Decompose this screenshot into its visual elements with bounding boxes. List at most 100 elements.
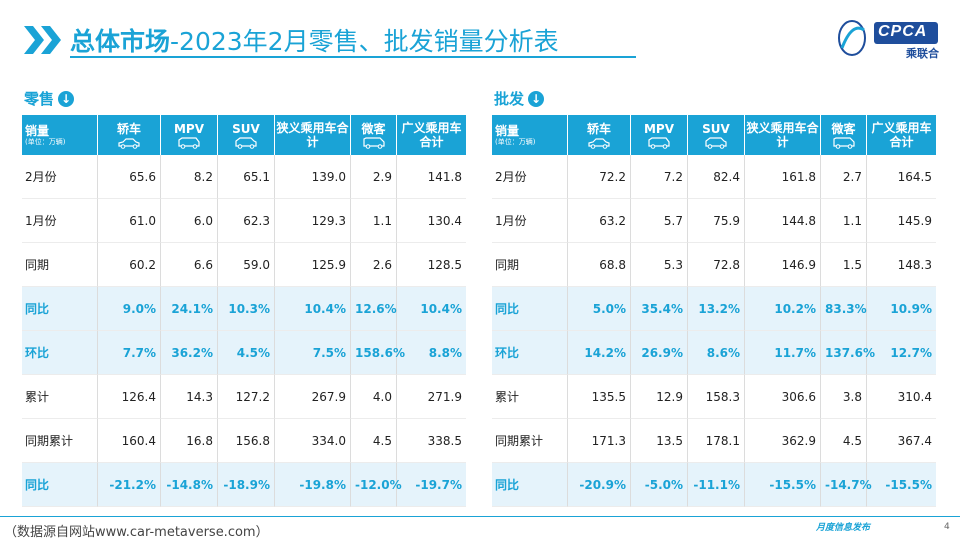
row-label: 同期累计 bbox=[492, 419, 568, 463]
table-row: 同比 5.0% 35.4% 13.2% 10.2% 83.3% 10.9% bbox=[492, 287, 936, 331]
column-header: 轿车 bbox=[98, 115, 161, 155]
table-cell: -19.8% bbox=[275, 463, 351, 507]
column-header: 轿车 bbox=[568, 115, 631, 155]
minivan-icon bbox=[832, 136, 855, 149]
table-cell: 5.3 bbox=[631, 243, 688, 287]
column-header: 微客 bbox=[351, 115, 397, 155]
table-cell: 267.9 bbox=[275, 375, 351, 419]
table-cell: 24.1% bbox=[161, 287, 218, 331]
table-cell: 75.9 bbox=[688, 199, 745, 243]
table-cell: 72.8 bbox=[688, 243, 745, 287]
table-row: 同期累计 171.3 13.5 178.1 362.9 4.5 367.4 bbox=[492, 419, 936, 463]
row-label: 同期 bbox=[492, 243, 568, 287]
row-label: 1月份 bbox=[492, 199, 568, 243]
table-cell: 6.6 bbox=[161, 243, 218, 287]
table-cell: 72.2 bbox=[568, 155, 631, 199]
table-row: 环比 7.7% 36.2% 4.5% 7.5% 158.6% 8.8% bbox=[22, 331, 466, 375]
column-header-label: 销量 bbox=[25, 123, 50, 138]
table-cell: 126.4 bbox=[98, 375, 161, 419]
table-cell: 4.0 bbox=[351, 375, 397, 419]
table-row: 同期累计 160.4 16.8 156.8 334.0 4.5 338.5 bbox=[22, 419, 466, 463]
mpv-car-icon bbox=[648, 136, 670, 149]
row-label: 同期累计 bbox=[22, 419, 98, 463]
table-cell: 362.9 bbox=[745, 419, 821, 463]
table-row: 1月份 61.0 6.0 62.3 129.3 1.1 130.4 bbox=[22, 199, 466, 243]
table-cell: 61.0 bbox=[98, 199, 161, 243]
table-cell: 10.3% bbox=[218, 287, 275, 331]
table-cell: 8.6% bbox=[688, 331, 745, 375]
table-cell: 11.7% bbox=[745, 331, 821, 375]
column-header-label: 狭义乘用车合计 bbox=[276, 121, 349, 149]
row-label: 环比 bbox=[492, 331, 568, 375]
column-header-label: 广义乘用车合计 bbox=[401, 121, 462, 149]
table-cell: 7.7% bbox=[98, 331, 161, 375]
table-cell: 2.9 bbox=[351, 155, 397, 199]
table-cell: 338.5 bbox=[397, 419, 466, 463]
wholesale-label-text: 批发 bbox=[494, 90, 525, 108]
table-header-row: 销量 (单位：万辆) 轿车 MPV SUV 狭义乘用车合计 微客 广义乘用车合计 bbox=[22, 115, 466, 155]
table-cell: 4.5% bbox=[218, 331, 275, 375]
footer-divider bbox=[0, 516, 960, 517]
table-row: 同比 9.0% 24.1% 10.3% 10.4% 12.6% 10.4% bbox=[22, 287, 466, 331]
column-header: 微客 bbox=[821, 115, 867, 155]
column-header-label: 微客 bbox=[831, 121, 856, 136]
minivan-icon bbox=[362, 136, 385, 149]
down-arrow-circle-icon: ↓ bbox=[58, 90, 75, 107]
table-cell: 1.1 bbox=[351, 199, 397, 243]
unit-note: (单位：万辆) bbox=[495, 137, 536, 146]
column-header: 广义乘用车合计 bbox=[867, 115, 936, 155]
table-cell: 161.8 bbox=[745, 155, 821, 199]
table-cell: 14.2% bbox=[568, 331, 631, 375]
down-arrow-circle-icon: ↓ bbox=[528, 90, 545, 107]
table-cell: 7.5% bbox=[275, 331, 351, 375]
table-row: 2月份 65.6 8.2 65.1 139.0 2.9 141.8 bbox=[22, 155, 466, 199]
sedan-car-icon bbox=[588, 137, 610, 149]
table-cell: 65.6 bbox=[98, 155, 161, 199]
table-cell: 26.9% bbox=[631, 331, 688, 375]
row-label: 同期 bbox=[22, 243, 98, 287]
table-cell: 141.8 bbox=[397, 155, 466, 199]
page-number: 4 bbox=[944, 522, 950, 532]
table-cell: 145.9 bbox=[867, 199, 936, 243]
column-header: 广义乘用车合计 bbox=[397, 115, 466, 155]
table-cell: 7.2 bbox=[631, 155, 688, 199]
suv-car-icon bbox=[235, 136, 257, 149]
table-cell: 62.3 bbox=[218, 199, 275, 243]
logo-subtitle: 乘联合 bbox=[906, 47, 939, 60]
table-cell: 35.4% bbox=[631, 287, 688, 331]
table-cell: -20.9% bbox=[568, 463, 631, 507]
table-cell: 10.9% bbox=[867, 287, 936, 331]
row-label: 累计 bbox=[22, 375, 98, 419]
retail-label-text: 零售 bbox=[24, 90, 55, 108]
table-cell: 6.0 bbox=[161, 199, 218, 243]
column-header-label: 微客 bbox=[361, 121, 386, 136]
column-header-label: SUV bbox=[702, 121, 730, 136]
table-cell: 36.2% bbox=[161, 331, 218, 375]
footer-right-text: 月度信息发布 bbox=[816, 523, 871, 533]
row-label: 环比 bbox=[22, 331, 98, 375]
column-header-label: 轿车 bbox=[586, 121, 611, 136]
table-row: 同比 -20.9% -5.0% -11.1% -15.5% -14.7% -15.5% bbox=[492, 463, 936, 507]
table-cell: 125.9 bbox=[275, 243, 351, 287]
table-cell: 16.8 bbox=[161, 419, 218, 463]
table-cell: 82.4 bbox=[688, 155, 745, 199]
suv-car-icon bbox=[705, 136, 727, 149]
table-cell: 60.2 bbox=[98, 243, 161, 287]
table-cell: 137.6% bbox=[821, 331, 875, 375]
table-cell: -19.7% bbox=[397, 463, 466, 507]
row-label: 同比 bbox=[22, 287, 98, 331]
column-header-label: SUV bbox=[232, 121, 260, 136]
cpca-logo bbox=[838, 20, 938, 56]
table-cell: 160.4 bbox=[98, 419, 161, 463]
table-row: 累计 135.5 12.9 158.3 306.6 3.8 310.4 bbox=[492, 375, 936, 419]
table-cell: 12.6% bbox=[351, 287, 397, 331]
table-cell: -14.7% bbox=[821, 463, 872, 507]
row-label: 同比 bbox=[492, 463, 568, 507]
table-cell: 178.1 bbox=[688, 419, 745, 463]
row-label: 同比 bbox=[492, 287, 568, 331]
table-cell: 59.0 bbox=[218, 243, 275, 287]
table-cell: 65.1 bbox=[218, 155, 275, 199]
mpv-car-icon bbox=[178, 136, 200, 149]
table-row: 同期 60.2 6.6 59.0 125.9 2.6 128.5 bbox=[22, 243, 466, 287]
table-cell: 130.4 bbox=[397, 199, 466, 243]
